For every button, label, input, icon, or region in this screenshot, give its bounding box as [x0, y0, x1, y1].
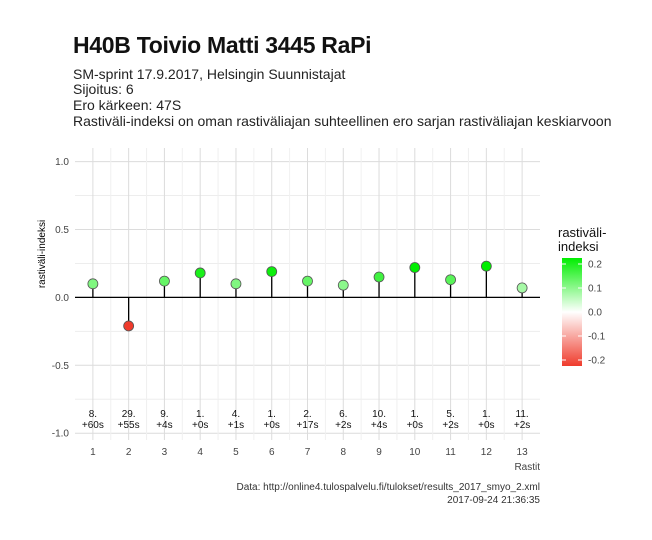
data-point [230, 278, 242, 290]
y-tick-label: 1.0 [55, 157, 69, 168]
x-tick-label: 7 [305, 447, 311, 458]
legend-tick-label: 0.0 [588, 308, 602, 319]
x-tick-label: 9 [376, 447, 382, 458]
caption: Data: http://online4.tulospalvelu.fi/tul… [236, 482, 540, 506]
x-tick-label: 3 [162, 447, 168, 458]
annotation-diff: +0s [407, 420, 423, 431]
legend-tick-label: 0.1 [588, 284, 602, 295]
annotation-rank: 9. [160, 409, 168, 420]
annotation-rank: 1. [196, 409, 204, 420]
annotation-rank: 8. [89, 409, 97, 420]
data-point [194, 267, 206, 279]
x-tick-label: 13 [517, 447, 529, 458]
y-tick-label: 0.0 [55, 293, 69, 304]
annotation-diff: +4s [371, 420, 387, 431]
data-point [302, 275, 313, 287]
data-point [337, 279, 349, 291]
data-point [445, 274, 456, 286]
x-tick-label: 10 [409, 447, 421, 458]
x-tick-label: 1 [90, 447, 96, 458]
annotation-diff: +60s [82, 420, 104, 431]
x-tick-label: 2 [126, 447, 132, 458]
subtitle-event: SM-sprint 17.9.2017, Helsingin Suunnista… [73, 66, 346, 82]
annotation-diff: +2s [442, 420, 458, 431]
annotation-rank: 5. [446, 409, 454, 420]
subtitle-gap: Ero kärkeen: 47S [73, 97, 182, 113]
subtitle-placement: Sijoitus: 6 [73, 81, 134, 97]
chart-title: H40B Toivio Matti 3445 RaPi [73, 32, 372, 58]
data-point [266, 266, 278, 277]
y-tick-label: 0.5 [55, 225, 69, 236]
x-tick-label: 6 [269, 447, 275, 458]
annotation-rank: 1. [411, 409, 419, 420]
y-axis: -1.0 -0.5 0.0 0.5 1.0 rastiväli-indeksi [37, 157, 69, 440]
annotation-diff: +0s [264, 420, 280, 431]
legend-colorbar [562, 258, 582, 366]
annotation-rank: 2. [303, 409, 311, 420]
annotation-rank: 4. [232, 409, 240, 420]
annotation-diff: +17s [297, 420, 319, 431]
y-tick-label: -1.0 [52, 429, 70, 440]
data-point [373, 271, 385, 283]
annotation-diff: +2s [514, 420, 530, 431]
x-tick-label: 5 [233, 447, 239, 458]
legend-tick-label: -0.2 [588, 356, 606, 367]
annotation-diff: +1s [228, 420, 244, 431]
color-legend: rastiväli-indeksi 0.2 0.1 0.0 -0.1 -0.2 [558, 225, 606, 367]
data-point [159, 275, 170, 287]
y-tick-label: -0.5 [52, 361, 70, 372]
annotation-diff: +55s [118, 420, 140, 431]
data-point [123, 320, 135, 332]
annotations: 8.+60s29.+55s9.+4s1.+0s4.+1s1.+0s2.+17s6… [82, 409, 530, 431]
annotation-diff: +2s [335, 420, 351, 431]
data-source: Data: http://online4.tulospalvelu.fi/tul… [236, 482, 540, 493]
data-point [409, 262, 421, 273]
data-point [516, 282, 528, 294]
annotation-diff: +0s [478, 420, 494, 431]
legend-title: rastiväli- [558, 225, 606, 240]
legend-tick-label: 0.2 [588, 260, 602, 271]
annotation-rank: 1. [268, 409, 276, 420]
annotation-rank: 29. [122, 409, 136, 420]
data-marks [75, 260, 540, 332]
annotation-rank: 6. [339, 409, 347, 420]
subtitle-description: Rastiväli-indeksi on oman rastiväliajan … [73, 113, 612, 129]
annotation-rank: 1. [482, 409, 490, 420]
timestamp: 2017-09-24 21:36:35 [447, 495, 540, 506]
y-axis-title: rastiväli-indeksi [37, 220, 48, 288]
x-tick-label: 4 [197, 447, 203, 458]
legend-tick-label: -0.1 [588, 332, 606, 343]
x-tick-label: 8 [340, 447, 346, 458]
data-point [480, 260, 492, 272]
data-point [87, 278, 99, 290]
x-axis-title: Rastit [514, 462, 540, 473]
annotation-rank: 11. [516, 409, 529, 420]
annotation-rank: 10. [372, 409, 386, 420]
x-tick-label: 12 [481, 447, 493, 458]
annotation-diff: +0s [192, 420, 208, 431]
x-tick-label: 11 [445, 447, 456, 458]
legend-title: indeksi [558, 239, 599, 254]
annotation-diff: +4s [156, 420, 172, 431]
